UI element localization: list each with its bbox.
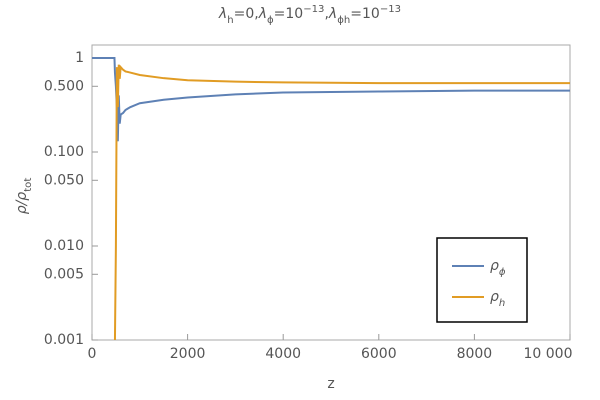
data-line	[92, 57, 570, 142]
y-tick-label: 1	[75, 50, 84, 66]
plot-frame	[91, 44, 571, 341]
text-part: ϕ	[499, 267, 506, 278]
text-part: ,	[324, 6, 328, 22]
y-tick-label: 0.005	[44, 266, 84, 282]
data-line	[113, 64, 570, 340]
x-tick-label: 2000	[170, 346, 206, 362]
text-part: =10	[274, 6, 304, 22]
legend-label: ρh	[490, 289, 505, 309]
x-tick-label: 6000	[361, 346, 397, 362]
text-part: −13	[303, 4, 324, 15]
text-part: h	[499, 298, 505, 309]
text-part: λ	[328, 6, 337, 22]
x-tick-label: 10 000	[524, 346, 573, 362]
text-part: h	[227, 15, 233, 26]
text-part: =10	[350, 6, 380, 22]
legend-label: ρϕ	[490, 258, 506, 278]
x-tick-label: 0	[88, 346, 97, 362]
text-part: tot	[23, 178, 34, 192]
chart-title: λh=0,λϕ=10−13,λϕh=10−13	[218, 4, 401, 26]
text-part: ρ/ρ	[14, 192, 30, 215]
y-tick-label: 0.100	[44, 144, 84, 160]
x-tick-label: 4000	[265, 346, 301, 362]
text-part: ϕ	[267, 15, 274, 26]
x-axis-label: z	[327, 376, 334, 392]
y-tick-label: 0.010	[44, 238, 84, 254]
y-axis-label: ρ/ρtot	[14, 178, 34, 215]
text-part: ρ	[490, 258, 499, 274]
x-tick-label: 8000	[457, 346, 493, 362]
y-tick-label: 0.050	[44, 172, 84, 188]
text-part: ϕh	[337, 15, 350, 26]
text-part: −13	[380, 4, 401, 15]
text-part: λ	[258, 6, 267, 22]
y-tick-label: 0.001	[44, 332, 84, 348]
y-tick-label: 0.500	[44, 78, 84, 94]
text-part: ρ	[490, 289, 499, 305]
legend-box	[436, 237, 528, 323]
text-part: λ	[218, 6, 227, 22]
text-part: =0,	[234, 6, 259, 22]
